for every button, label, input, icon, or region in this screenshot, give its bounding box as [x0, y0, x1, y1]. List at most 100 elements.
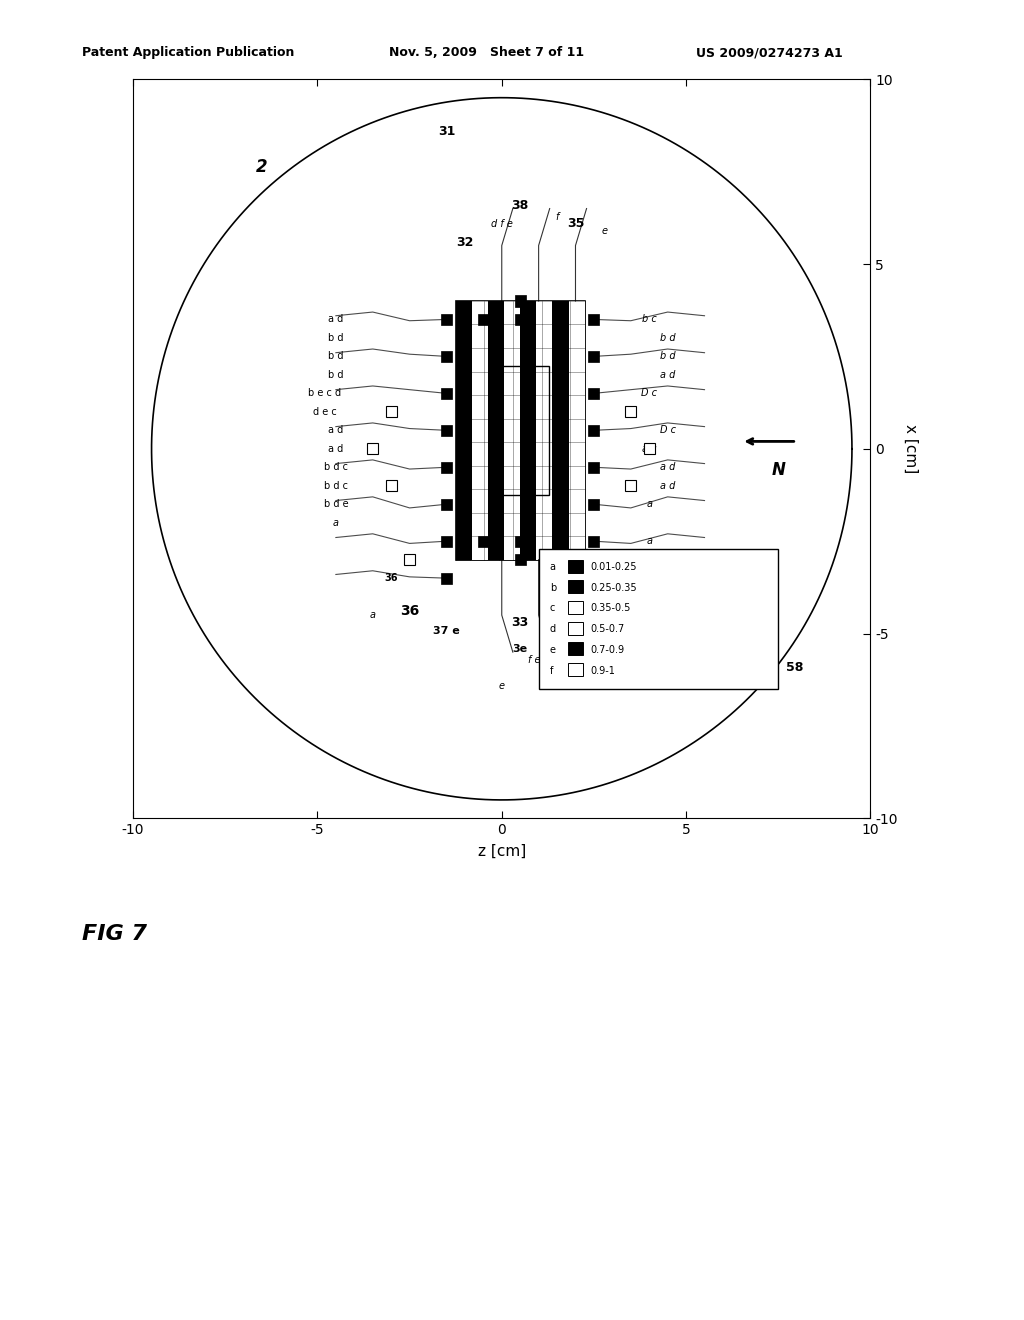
- Text: a d: a d: [329, 425, 343, 436]
- Bar: [553, 301, 568, 560]
- Text: a: a: [646, 499, 652, 510]
- Text: a d: a d: [329, 314, 343, 325]
- Text: a d: a d: [659, 480, 676, 491]
- Bar: [568, 581, 583, 593]
- Bar: [404, 554, 415, 565]
- Text: 33: 33: [549, 678, 565, 692]
- Text: a d: a d: [659, 370, 676, 380]
- Bar: [515, 554, 525, 565]
- Bar: [589, 388, 599, 399]
- Bar: [492, 366, 549, 495]
- Bar: [441, 351, 452, 362]
- Bar: [589, 554, 599, 565]
- Text: a: a: [550, 562, 556, 572]
- Bar: [520, 301, 537, 560]
- Text: US 2009/0274273 A1: US 2009/0274273 A1: [696, 46, 843, 59]
- Bar: [568, 643, 583, 656]
- Text: 58: 58: [785, 660, 803, 673]
- Bar: [515, 314, 525, 325]
- Text: D c: D c: [641, 388, 657, 399]
- Bar: [589, 499, 599, 510]
- X-axis label: z [cm]: z [cm]: [477, 845, 526, 859]
- Bar: [441, 388, 452, 399]
- Bar: [589, 314, 599, 325]
- Text: 2: 2: [256, 157, 268, 176]
- Text: b d c: b d c: [324, 480, 348, 491]
- Bar: [504, 301, 520, 560]
- Text: c: c: [550, 603, 555, 614]
- Text: e: e: [602, 227, 608, 236]
- Text: b e c d: b e c d: [308, 388, 341, 399]
- Bar: [568, 560, 583, 573]
- Text: D c: D c: [659, 425, 676, 436]
- Bar: [589, 425, 599, 436]
- Bar: [568, 663, 583, 676]
- Text: 0.25-0.35: 0.25-0.35: [590, 582, 637, 593]
- Text: 3e: 3e: [513, 644, 527, 655]
- Text: a: a: [333, 517, 339, 528]
- Text: d: d: [550, 624, 556, 634]
- Text: a d: a d: [329, 444, 343, 454]
- Text: 0.5-0.7: 0.5-0.7: [590, 624, 625, 634]
- Bar: [589, 351, 599, 362]
- Bar: [626, 480, 636, 491]
- Text: FIG 7: FIG 7: [82, 924, 146, 944]
- Bar: [626, 407, 636, 417]
- Text: d e c: d e c: [313, 407, 337, 417]
- Text: 38: 38: [512, 198, 528, 211]
- Bar: [552, 536, 562, 546]
- Text: Patent Application Publication: Patent Application Publication: [82, 46, 294, 59]
- Bar: [515, 536, 525, 546]
- Text: b: b: [550, 582, 556, 593]
- Bar: [568, 301, 585, 560]
- Bar: [441, 536, 452, 546]
- Text: b d: b d: [659, 351, 676, 362]
- Text: f: f: [550, 665, 553, 676]
- Bar: [568, 601, 583, 614]
- Bar: [441, 499, 452, 510]
- Text: b d: b d: [659, 333, 676, 343]
- Text: b c: b c: [642, 314, 656, 325]
- Bar: [441, 462, 452, 473]
- Bar: [456, 301, 472, 560]
- Bar: [478, 314, 488, 325]
- Bar: [478, 536, 488, 546]
- Bar: [487, 301, 504, 560]
- Text: e: e: [550, 645, 556, 655]
- Text: b d e: b d e: [324, 499, 348, 510]
- Text: f: f: [555, 211, 559, 222]
- Bar: [568, 622, 583, 635]
- Text: N: N: [771, 461, 785, 479]
- Bar: [515, 296, 525, 306]
- Text: b d c: b d c: [324, 462, 348, 473]
- Bar: [552, 314, 562, 325]
- Text: a: a: [646, 536, 652, 546]
- Text: 31: 31: [438, 124, 455, 137]
- Text: a c: a c: [642, 444, 656, 454]
- Bar: [472, 301, 487, 560]
- Text: b d: b d: [328, 333, 344, 343]
- Text: 0.01-0.25: 0.01-0.25: [590, 562, 637, 572]
- Text: 0.35-0.5: 0.35-0.5: [590, 603, 631, 614]
- Y-axis label: x [cm]: x [cm]: [903, 424, 919, 474]
- Bar: [589, 573, 599, 583]
- Bar: [386, 480, 396, 491]
- Bar: [441, 314, 452, 325]
- Text: 35: 35: [567, 216, 584, 230]
- Text: f e a: f e a: [527, 655, 550, 665]
- Text: b d: b d: [328, 370, 344, 380]
- Text: 0.7-0.9: 0.7-0.9: [590, 645, 625, 655]
- Text: b d: b d: [328, 351, 344, 362]
- Bar: [589, 462, 599, 473]
- Text: e: e: [499, 681, 505, 692]
- Bar: [441, 425, 452, 436]
- Bar: [441, 573, 452, 583]
- Text: 37 e: 37 e: [433, 626, 460, 636]
- Text: 36: 36: [384, 573, 398, 583]
- Text: 32: 32: [457, 235, 473, 248]
- Text: 33: 33: [512, 616, 528, 630]
- Bar: [537, 301, 553, 560]
- Text: d f e: d f e: [490, 219, 513, 230]
- Text: a: a: [370, 610, 376, 620]
- Text: Nov. 5, 2009   Sheet 7 of 11: Nov. 5, 2009 Sheet 7 of 11: [389, 46, 585, 59]
